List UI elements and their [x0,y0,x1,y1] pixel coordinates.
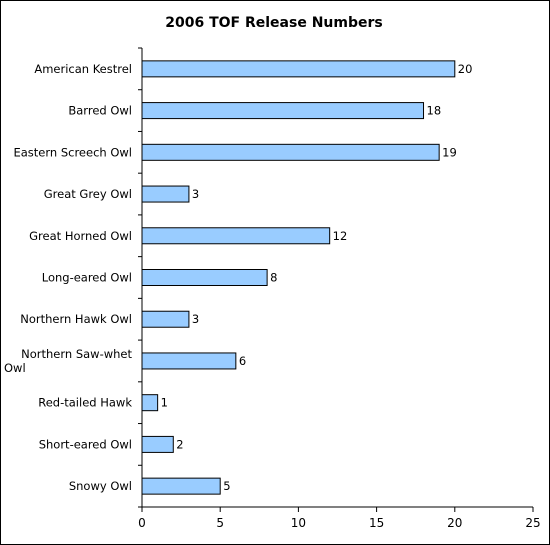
bar-long-eared-owl [141,269,268,286]
data-label: 20 [458,62,473,76]
bar-northern-saw-whet-owl [141,352,237,370]
category-label: Eastern Screech Owl [13,145,132,159]
x-tick-label: 20 [447,516,462,530]
category-label: American Kestrel [34,62,132,76]
data-label: 6 [239,354,246,368]
bar-red-tailed-hawk [141,394,159,412]
data-label: 5 [223,479,230,493]
bar-great-grey-owl [141,185,190,203]
data-label: 3 [192,187,199,201]
data-label: 19 [442,145,457,159]
data-label: 1 [161,396,168,410]
x-tick-label: 15 [369,516,384,530]
category-label: Barred Owl [68,104,132,118]
axes: 0 5 10 15 20 25 [138,47,541,530]
bars-group [141,60,456,495]
x-tick-label: 0 [138,516,146,530]
category-label: Northern Saw-whet Owl [4,347,132,375]
data-label: 3 [192,312,199,326]
category-label: Short-eared Owl [39,437,132,451]
data-label: 8 [270,271,277,285]
category-label: Red-tailed Hawk [38,396,132,410]
category-label: Northern Hawk Owl [20,312,132,326]
x-tick-label: 10 [291,516,306,530]
bar-eastern-screech-owl [141,143,440,161]
bar-snowy-owl [141,477,221,495]
category-label: Snowy Owl [69,479,132,493]
bar-northern-hawk-owl [141,310,190,328]
data-label: 2 [176,437,183,451]
category-labels: American Kestrel Barred Owl Eastern Screec… [4,62,132,493]
data-label: 12 [333,229,348,243]
chart-title: 2006 TOF Release Numbers [165,15,382,31]
x-tick-label: 5 [216,516,224,530]
bar-barred-owl [141,102,425,120]
category-label: Long-eared Owl [42,271,132,285]
category-label: Great Grey Owl [44,187,132,201]
bar-short-eared-owl [141,435,174,453]
x-tick-label: 25 [525,516,540,530]
data-label: 18 [427,104,442,118]
bar-great-horned-owl [141,227,331,245]
category-label: Great Horned Owl [29,229,132,243]
bar-american-kestrel [141,60,456,78]
